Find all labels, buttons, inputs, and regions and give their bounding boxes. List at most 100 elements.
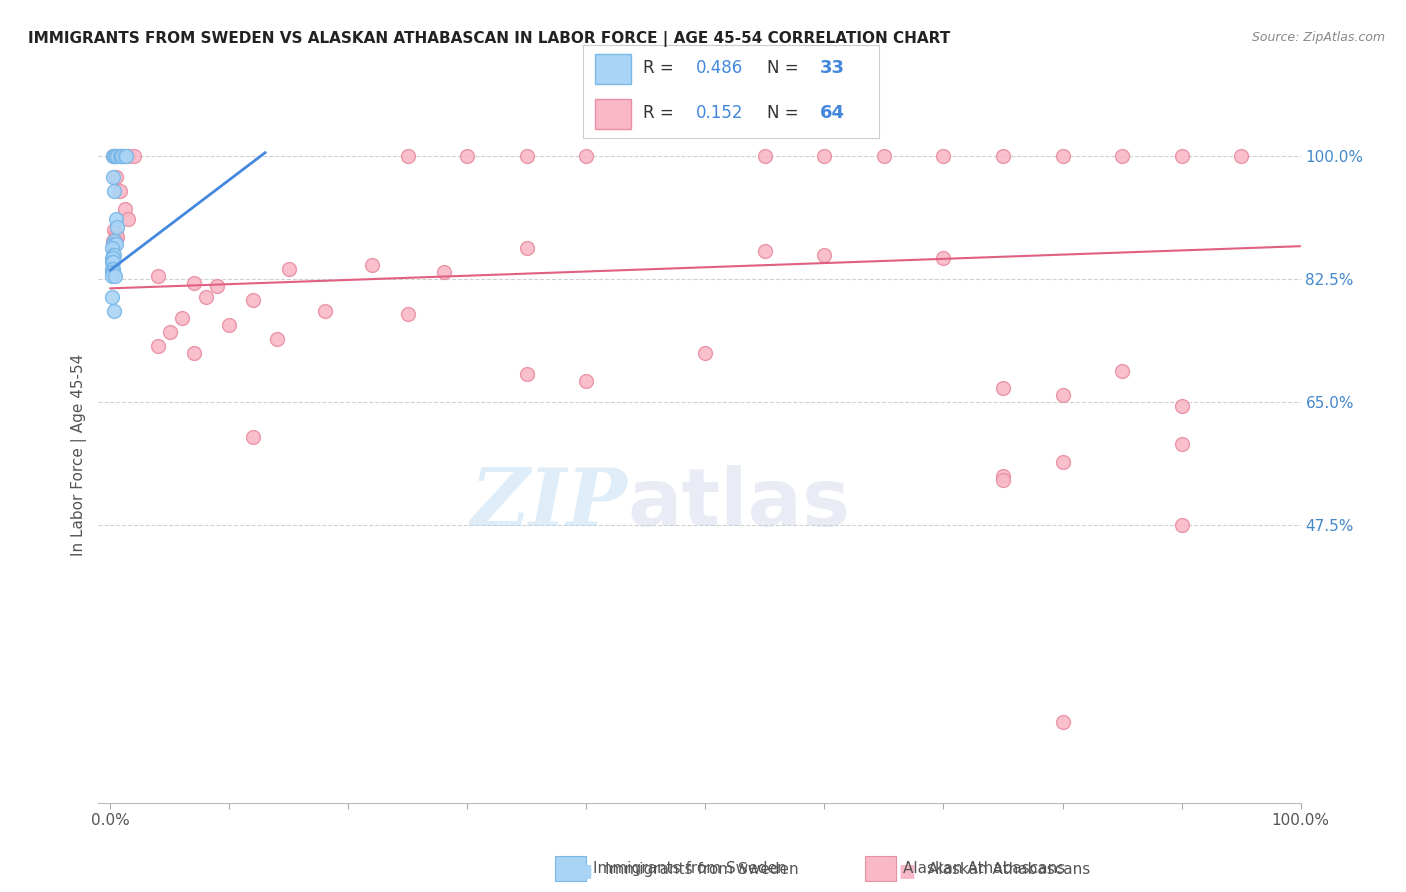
Point <box>159 325 181 339</box>
Point <box>101 247 124 261</box>
Point <box>105 237 128 252</box>
Point <box>218 318 240 332</box>
Text: 0.486: 0.486 <box>696 60 742 78</box>
Point <box>813 247 835 261</box>
Point <box>100 268 122 283</box>
Point <box>575 149 598 163</box>
Point <box>277 261 299 276</box>
Point <box>932 149 955 163</box>
Point <box>932 251 955 265</box>
Point <box>1170 149 1192 163</box>
Point <box>170 310 193 325</box>
Text: ▪: ▪ <box>897 855 917 884</box>
Point <box>111 149 134 163</box>
Point <box>432 265 454 279</box>
Text: Alaskan Athabascans: Alaskan Athabascans <box>903 862 1064 876</box>
Point <box>146 268 169 283</box>
Y-axis label: In Labor Force | Age 45-54: In Labor Force | Age 45-54 <box>72 354 87 556</box>
Point <box>103 247 125 261</box>
Point <box>114 149 136 163</box>
Text: Immigrants from Sweden: Immigrants from Sweden <box>593 862 787 876</box>
Text: 64: 64 <box>820 104 845 122</box>
Point <box>1170 518 1192 533</box>
Point <box>242 293 264 308</box>
Point <box>183 276 205 290</box>
Point <box>104 149 127 163</box>
Point <box>813 149 835 163</box>
Point <box>242 430 264 444</box>
Point <box>117 149 139 163</box>
Point <box>991 381 1014 395</box>
FancyBboxPatch shape <box>595 54 631 84</box>
Point <box>103 234 125 248</box>
Point <box>695 346 717 360</box>
Point <box>314 303 336 318</box>
Text: Immigrants from Sweden: Immigrants from Sweden <box>605 863 799 877</box>
Point <box>101 254 124 268</box>
Point <box>101 237 124 252</box>
Point <box>361 258 384 272</box>
Point <box>101 149 124 163</box>
Point <box>103 237 125 252</box>
Point <box>1052 388 1074 402</box>
Point <box>1052 714 1074 729</box>
Text: ZIP: ZIP <box>471 465 627 542</box>
Point <box>754 149 776 163</box>
Point <box>991 149 1014 163</box>
Point <box>107 230 129 244</box>
Point <box>101 170 124 185</box>
Point <box>101 149 124 163</box>
Text: Source: ZipAtlas.com: Source: ZipAtlas.com <box>1251 31 1385 45</box>
Point <box>104 268 127 283</box>
Point <box>122 149 145 163</box>
Point <box>101 261 124 276</box>
Point <box>1170 399 1192 413</box>
Point <box>1052 455 1074 469</box>
Point <box>1111 149 1133 163</box>
Text: 0.152: 0.152 <box>696 104 744 122</box>
Point <box>1170 437 1192 451</box>
Point <box>101 234 124 248</box>
Point <box>183 346 205 360</box>
Text: 33: 33 <box>820 60 845 78</box>
Point <box>101 237 124 252</box>
Point <box>103 303 125 318</box>
Point <box>194 290 217 304</box>
Point <box>103 234 125 248</box>
Point <box>105 170 128 185</box>
Point <box>516 241 538 255</box>
Point <box>100 241 122 255</box>
Point <box>100 251 122 265</box>
Point <box>105 227 128 241</box>
Point <box>575 374 598 388</box>
Text: N =: N = <box>766 60 803 78</box>
Point <box>104 234 127 248</box>
Point <box>100 261 122 276</box>
Point <box>111 149 134 163</box>
Point <box>105 212 128 227</box>
Point <box>516 367 538 381</box>
Point <box>114 202 136 216</box>
Text: R =: R = <box>643 60 679 78</box>
Point <box>101 251 124 265</box>
Point <box>396 149 419 163</box>
Point <box>991 473 1014 487</box>
Text: atlas: atlas <box>627 465 851 542</box>
Point <box>100 254 122 268</box>
Point <box>117 212 139 227</box>
Point <box>103 185 125 199</box>
Point <box>396 307 419 321</box>
Point <box>103 223 125 237</box>
Text: R =: R = <box>643 104 683 122</box>
Text: Alaskan Athabascans: Alaskan Athabascans <box>928 863 1090 877</box>
Point <box>991 469 1014 483</box>
Point <box>516 149 538 163</box>
Point <box>100 265 122 279</box>
Point <box>103 149 125 163</box>
Point <box>873 149 896 163</box>
Point <box>114 149 136 163</box>
Text: ▪: ▪ <box>574 855 593 884</box>
Point <box>108 185 131 199</box>
Point <box>108 149 131 163</box>
Point <box>107 219 129 234</box>
